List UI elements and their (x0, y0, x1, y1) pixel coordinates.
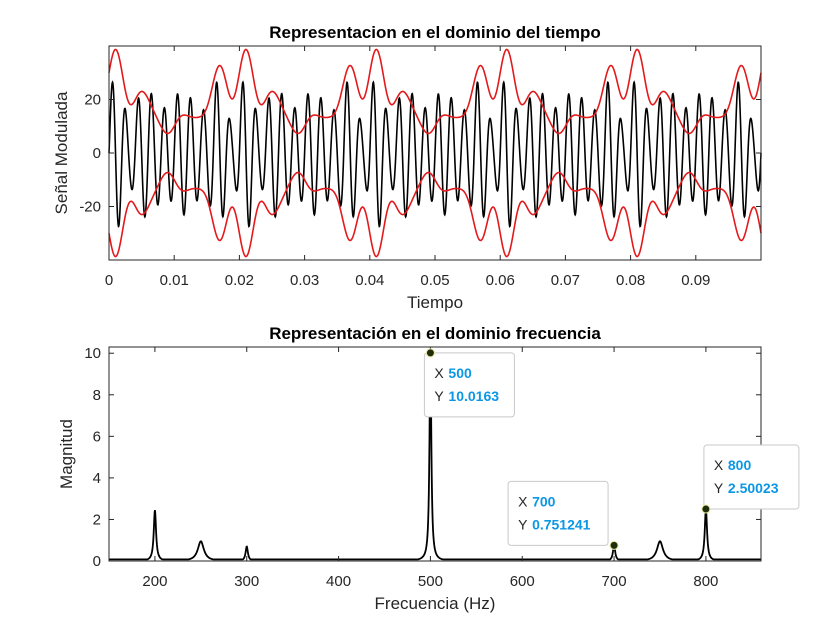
datatip-x-value: 500 (448, 365, 472, 381)
spectrum-line (109, 352, 761, 561)
y-tick-label: 2 (93, 511, 101, 528)
time-y-ticks: -20 0 20 (79, 92, 761, 216)
datatip-y-label: Y (714, 480, 724, 496)
y-tick-label: 10 (84, 345, 101, 362)
frequency-domain-plot: Representación en el dominio frecuencia … (57, 324, 800, 613)
x-tick-label: 700 (602, 573, 627, 590)
frequency-plot-area (109, 352, 761, 561)
x-tick-label: 300 (234, 573, 259, 590)
datatip-y-label: Y (518, 516, 528, 532)
x-tick-label: 800 (693, 573, 718, 590)
x-tick-label: 0.02 (225, 272, 254, 289)
modulated-signal-line (108, 80, 762, 228)
x-tick-label: 0.06 (486, 272, 515, 289)
datatip-y-value: 2.50023 (728, 480, 779, 496)
time-plot-title: Representacion en el dominio del tiempo (269, 23, 601, 42)
x-tick-label: 0.01 (160, 272, 189, 289)
datatip-x-label: X (434, 365, 444, 381)
datatip-y-value: 10.0163 (448, 388, 499, 404)
x-tick-label: 0.03 (290, 272, 319, 289)
x-tick-label: 500 (418, 573, 443, 590)
datatip-y-label: Y (434, 388, 444, 404)
y-tick-label: 6 (93, 428, 101, 445)
y-tick-label: 4 (93, 470, 101, 487)
upper-envelope-line (108, 48, 762, 135)
datatip-x-label: X (518, 493, 528, 509)
x-tick-label: 0.09 (681, 272, 710, 289)
y-tick-label: 0 (93, 145, 101, 162)
datatip-marker[interactable] (701, 504, 711, 514)
datatip-marker[interactable] (425, 348, 435, 358)
time-domain-plot: Representacion en el dominio del tiempo … (52, 23, 762, 312)
datatip-box (507, 480, 609, 546)
x-tick-label: 0 (105, 272, 113, 289)
y-tick-label: 8 (93, 387, 101, 404)
datatip-x-value: 700 (532, 493, 556, 509)
x-tick-label: 200 (142, 573, 167, 590)
datatip-x-value: 800 (728, 457, 752, 473)
frequency-plot-title: Representación en el dominio frecuencia (269, 324, 601, 343)
x-tick-label: 0.05 (420, 272, 449, 289)
datatip-box (703, 444, 800, 510)
x-tick-label: 0.08 (616, 272, 645, 289)
datatip-marker[interactable] (609, 540, 619, 550)
lower-envelope-line (108, 171, 762, 258)
y-tick-label: 0 (93, 553, 101, 570)
y-tick-label: -20 (79, 199, 101, 216)
time-y-axis-label: Señal Modulada (52, 91, 71, 214)
y-tick-label: 20 (84, 92, 101, 109)
frequency-y-axis-label: Magnitud (57, 419, 76, 489)
datatip-box (423, 352, 515, 418)
datatip-y-value: 0.751241 (532, 516, 591, 532)
x-tick-label: 0.07 (551, 272, 580, 289)
frequency-y-ticks: 0 2 4 6 8 10 (84, 345, 761, 570)
x-tick-label: 400 (326, 573, 351, 590)
x-tick-label: 0.04 (355, 272, 384, 289)
x-tick-label: 600 (510, 573, 535, 590)
frequency-x-axis-label: Frecuencia (Hz) (375, 594, 496, 613)
datatip-x-label: X (714, 457, 724, 473)
time-x-ticks: 0 0.01 0.02 0.03 0.04 0.05 0.06 0.07 0.08 0.09 (105, 46, 710, 289)
time-x-axis-label: Tiempo (407, 293, 463, 312)
frequency-x-ticks: 200 300 400 500 600 700 800 (142, 347, 718, 590)
time-plot-area (108, 48, 762, 258)
